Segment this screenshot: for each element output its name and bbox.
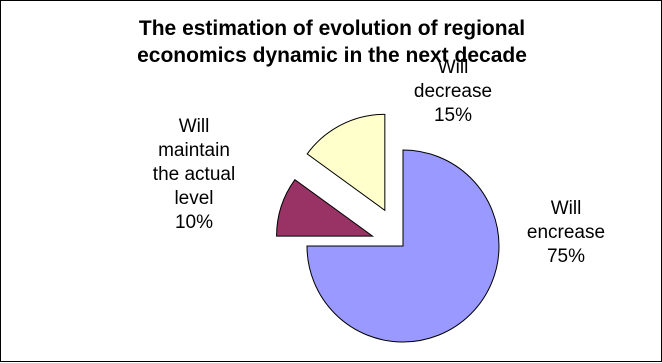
pie-label-line: decrease: [414, 81, 492, 102]
pie-label-line: 75%: [547, 246, 585, 267]
pie-label-decrease: Will decrease 15%: [414, 57, 492, 126]
chart-title: The estimation of evolution of regional …: [1, 15, 662, 69]
pie-slices: [276, 113, 500, 343]
pie-label-line: level: [174, 188, 213, 209]
pie-label-increase: Will encrease 75%: [527, 198, 605, 267]
pie-label-line: encrease: [527, 222, 605, 243]
pie-label-line: Will: [551, 198, 582, 219]
pie-labels: Will encrease 75% Will maintain the actual lev…: [153, 57, 605, 267]
pie-label-line: Will: [179, 116, 210, 137]
chart-title-line-1: The estimation of evolution of regional: [138, 17, 526, 40]
pie-label-maintain: Will maintain the actual level 10%: [153, 116, 235, 233]
pie-label-line: Will: [438, 57, 469, 78]
pie-label-line: 15%: [434, 105, 472, 126]
chart-title-line-2: economics dynamic in the next decade: [137, 44, 527, 67]
pie-slice-increase: [306, 149, 500, 343]
pie-label-line: the actual: [153, 164, 235, 185]
pie-label-line: 10%: [175, 212, 213, 233]
pie-slice-maintain: [276, 178, 375, 237]
pie-slice-decrease: [306, 113, 386, 212]
pie-label-line: maintain: [158, 140, 230, 161]
